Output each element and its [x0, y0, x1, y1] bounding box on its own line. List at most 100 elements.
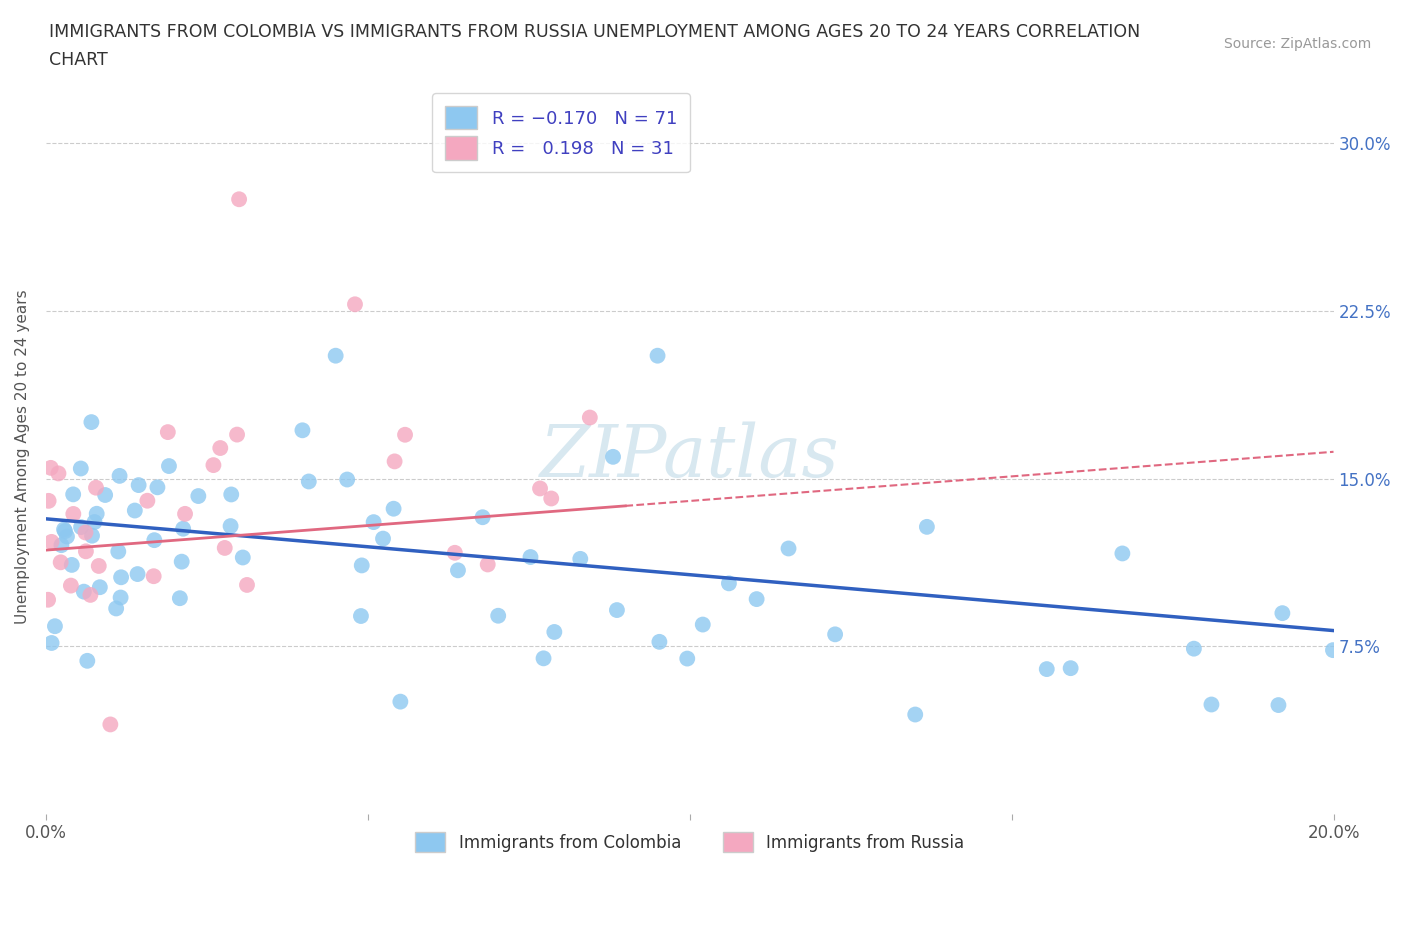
Point: [569, 551, 592, 566]
Point: [143, 533, 166, 548]
Point: [39, 460, 62, 475]
Point: [1271, 605, 1294, 620]
Point: [49, 555, 72, 570]
Point: [778, 541, 800, 556]
Point: [602, 449, 624, 464]
Point: [291, 423, 314, 438]
Point: [486, 608, 509, 623]
Point: [41, 535, 63, 550]
Point: [202, 458, 225, 472]
Point: [477, 557, 499, 572]
Legend: Immigrants from Colombia, Immigrants from Russia: Immigrants from Colombia, Immigrants fro…: [409, 826, 970, 859]
Point: [915, 520, 938, 535]
Point: [209, 441, 232, 456]
Point: [1267, 698, 1289, 712]
Point: [94, 487, 117, 502]
Point: [1182, 641, 1205, 656]
Point: [108, 469, 131, 484]
Point: [73, 584, 96, 599]
Point: [136, 493, 159, 508]
Point: [76, 654, 98, 669]
Y-axis label: Unemployment Among Ages 20 to 24 years: Unemployment Among Ages 20 to 24 years: [15, 289, 30, 624]
Point: [187, 488, 209, 503]
Point: [79, 588, 101, 603]
Point: [110, 590, 132, 604]
Point: [53, 524, 76, 538]
Text: Source: ZipAtlas.com: Source: ZipAtlas.com: [1223, 37, 1371, 51]
Point: [127, 566, 149, 581]
Point: [824, 627, 846, 642]
Text: ZIPatlas: ZIPatlas: [540, 421, 839, 492]
Point: [107, 544, 129, 559]
Point: [540, 491, 562, 506]
Point: [169, 591, 191, 605]
Point: [44, 618, 66, 633]
Point: [69, 461, 91, 476]
Point: [1111, 546, 1133, 561]
Point: [75, 525, 97, 540]
Point: [219, 519, 242, 534]
Point: [37, 592, 59, 607]
Point: [124, 503, 146, 518]
Point: [298, 474, 321, 489]
Point: [75, 544, 97, 559]
Point: [745, 591, 768, 606]
Point: [529, 481, 551, 496]
Point: [579, 410, 602, 425]
Point: [89, 579, 111, 594]
Point: [447, 563, 470, 578]
Point: [1201, 698, 1223, 712]
Point: [471, 510, 494, 525]
Point: [232, 550, 254, 565]
Point: [676, 651, 699, 666]
Point: [98, 717, 121, 732]
Point: [648, 634, 671, 649]
Point: [56, 529, 79, 544]
Point: [53, 522, 76, 537]
Point: [647, 348, 669, 363]
Point: [228, 192, 250, 206]
Point: [142, 569, 165, 584]
Point: [87, 559, 110, 574]
Point: [84, 480, 107, 495]
Point: [226, 427, 249, 442]
Point: [60, 557, 83, 572]
Point: [1059, 660, 1081, 675]
Point: [146, 480, 169, 495]
Point: [86, 506, 108, 521]
Point: [371, 531, 394, 546]
Point: [105, 601, 128, 616]
Point: [343, 297, 366, 312]
Point: [174, 507, 197, 522]
Point: [170, 554, 193, 569]
Point: [128, 478, 150, 493]
Point: [214, 540, 236, 555]
Point: [533, 651, 555, 666]
Point: [394, 427, 416, 442]
Point: [543, 625, 565, 640]
Point: [110, 570, 132, 585]
Point: [363, 514, 385, 529]
Point: [48, 466, 70, 481]
Point: [350, 558, 373, 573]
Point: [41, 635, 63, 650]
Point: [336, 472, 359, 487]
Point: [389, 694, 412, 709]
Point: [692, 618, 714, 632]
Point: [80, 528, 103, 543]
Point: [350, 608, 373, 623]
Point: [519, 550, 541, 565]
Point: [172, 522, 194, 537]
Point: [444, 545, 467, 560]
Point: [70, 520, 93, 535]
Point: [325, 348, 347, 363]
Point: [83, 514, 105, 529]
Point: [51, 538, 73, 552]
Point: [156, 425, 179, 440]
Point: [606, 603, 628, 618]
Point: [382, 501, 405, 516]
Text: CHART: CHART: [49, 51, 108, 69]
Point: [38, 494, 60, 509]
Point: [59, 578, 82, 593]
Point: [236, 578, 259, 592]
